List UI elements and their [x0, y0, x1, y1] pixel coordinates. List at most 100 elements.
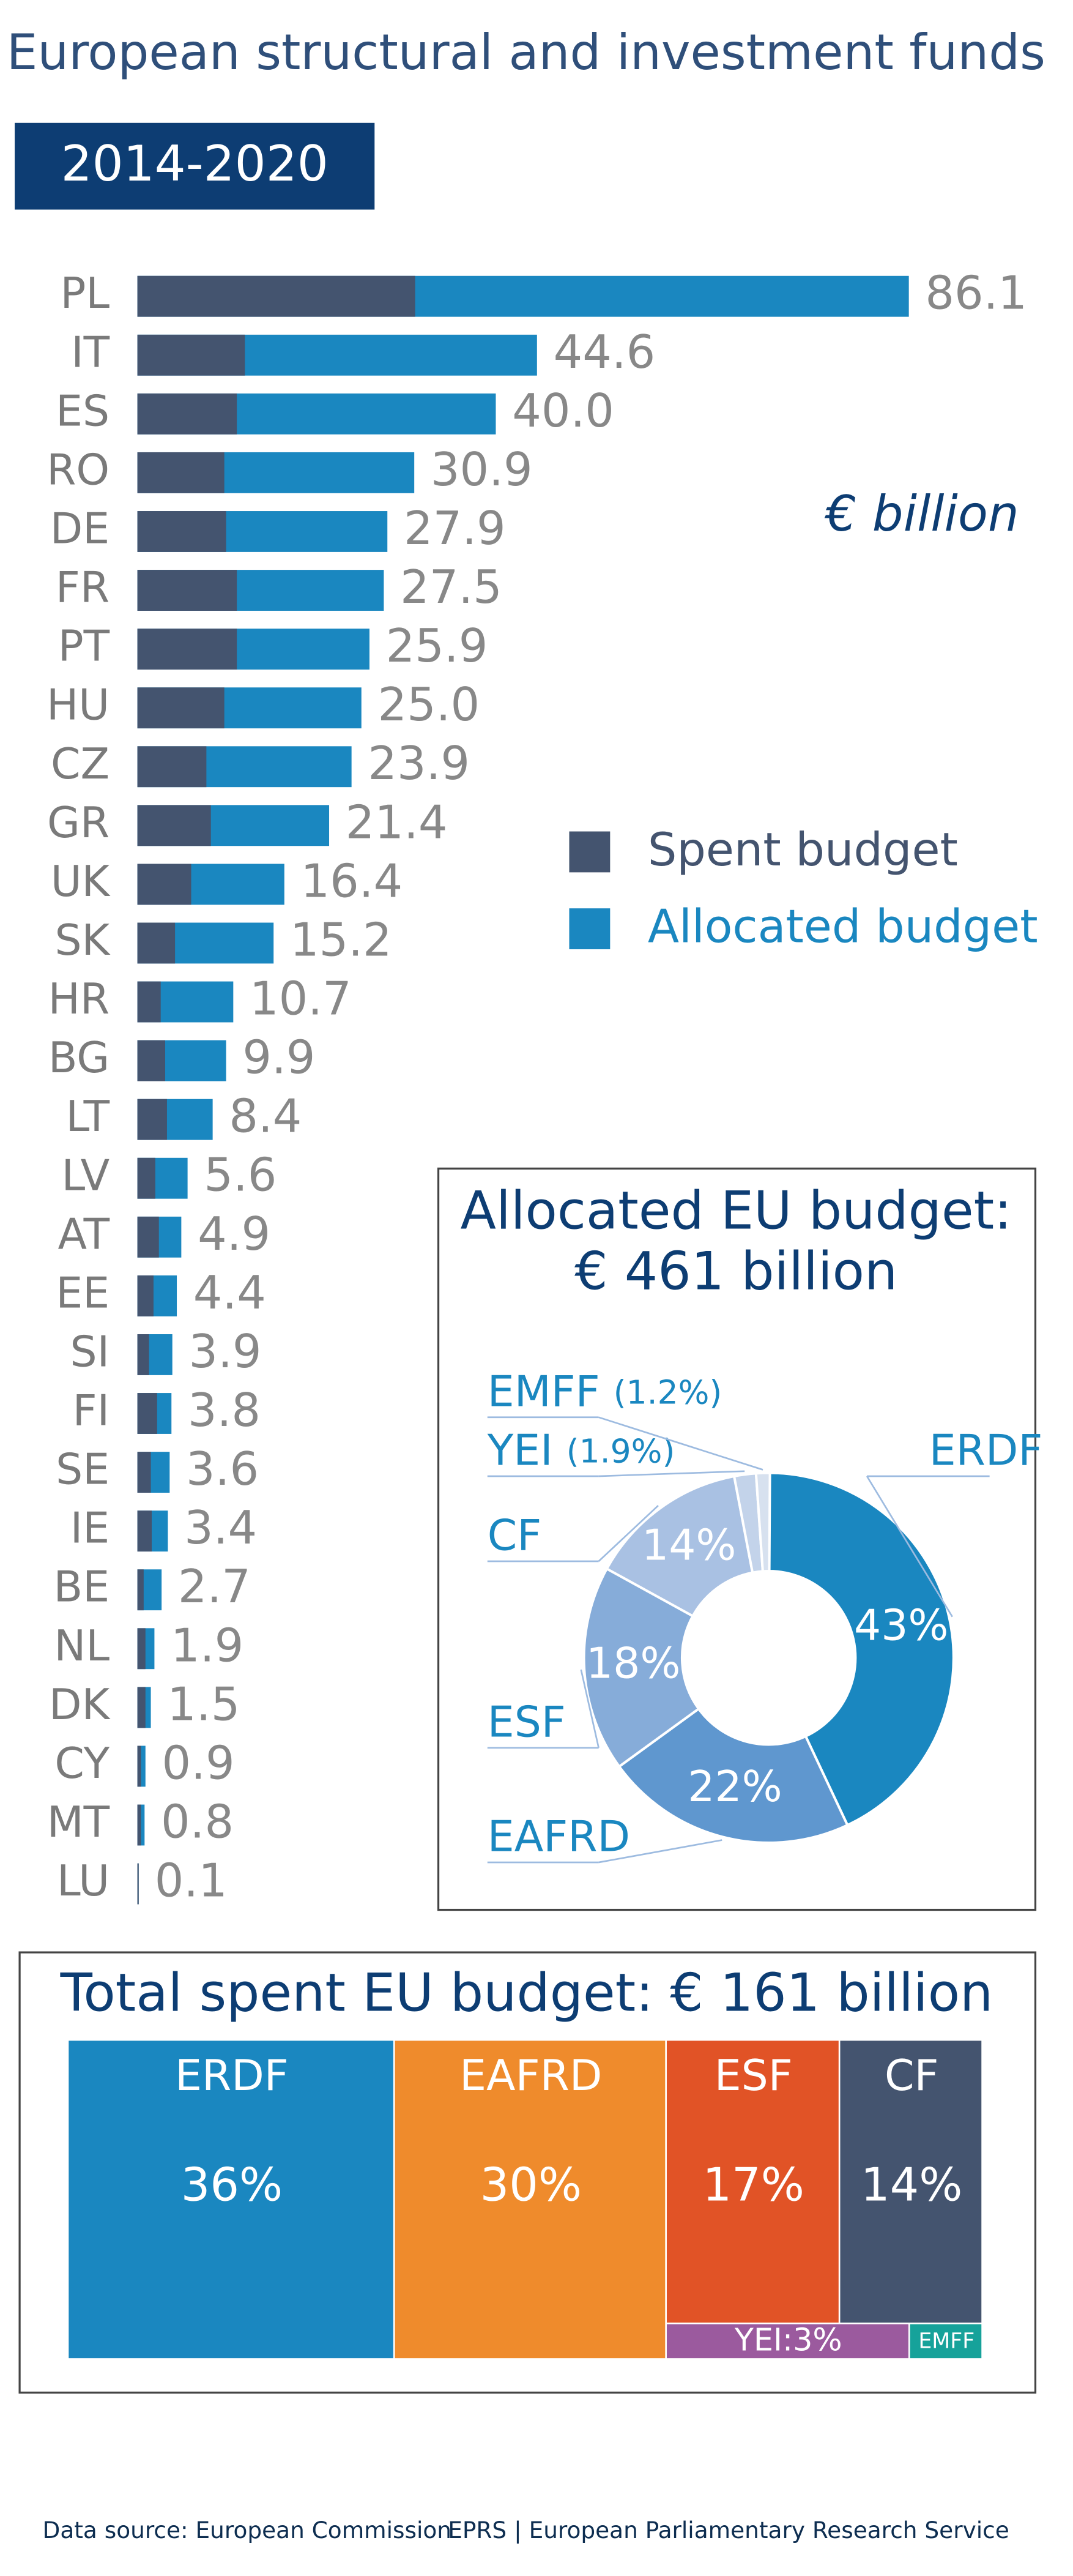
- treemap-cell: [910, 2324, 982, 2359]
- badge-text: 2014-2020: [61, 135, 329, 192]
- y-tick-label: NL: [54, 1621, 110, 1671]
- y-tick-label: SE: [56, 1445, 110, 1495]
- value-label: 3.6: [186, 1443, 259, 1496]
- cell-category: ERDF: [175, 2051, 289, 2100]
- value-label: 5.6: [204, 1149, 277, 1202]
- treemap-cell: [395, 2040, 666, 2359]
- value-label: 1.5: [167, 1678, 240, 1731]
- bar: [137, 746, 207, 788]
- y-tick-label: BE: [54, 1562, 110, 1612]
- bar: [137, 393, 237, 435]
- leader-line: [598, 1470, 745, 1477]
- slice-label: ESF: [488, 1697, 566, 1747]
- value-label: 4.9: [198, 1208, 270, 1261]
- value-label: 10.7: [250, 973, 352, 1026]
- bar: [137, 511, 226, 552]
- slice-label: ERDF: [929, 1426, 1043, 1476]
- cell-category: CF: [885, 2051, 939, 2100]
- y-tick-label: EE: [56, 1268, 110, 1318]
- bar: [137, 1687, 146, 1728]
- slice-value: 22%: [688, 1762, 782, 1812]
- y-tick-label: RO: [46, 445, 110, 495]
- y-tick-label: LT: [66, 1092, 110, 1141]
- treemap-cell: [666, 2040, 839, 2323]
- legend-swatch: [569, 908, 611, 950]
- bar: [137, 864, 191, 905]
- slice-value: (1.9%): [566, 1432, 675, 1470]
- bar: [137, 334, 245, 376]
- bar: [137, 1510, 152, 1552]
- cell-value: 3%: [793, 2322, 842, 2358]
- cell-category: ESF: [715, 2051, 793, 2100]
- y-tick-label: DK: [49, 1680, 111, 1730]
- leader-line: [598, 1416, 763, 1471]
- y-tick-label: SK: [54, 916, 111, 965]
- value-label: 3.4: [184, 1501, 257, 1555]
- value-label: 27.5: [400, 561, 502, 614]
- page-title: European structural and investment funds: [7, 24, 1045, 81]
- cell-category: EAFRD: [459, 2051, 602, 2100]
- y-tick-label: MT: [47, 1798, 110, 1847]
- bar: [137, 1628, 146, 1670]
- value-label: 16.4: [301, 854, 403, 908]
- treemap-cell: [666, 2324, 908, 2359]
- category-label: YEI: [487, 1426, 553, 1476]
- value-label: 1.9: [171, 1619, 243, 1672]
- slice-label: EAFRD: [488, 1812, 630, 1862]
- value-label: 25.0: [377, 678, 480, 731]
- y-tick-label: IE: [70, 1504, 110, 1553]
- cell-category: EMFF: [918, 2329, 975, 2354]
- bar: [137, 1157, 155, 1199]
- slice-value: 43%: [854, 1600, 948, 1650]
- slice-label: EMFF (1.2%): [488, 1367, 722, 1416]
- bar: [137, 452, 225, 493]
- donut-slice: [754, 1471, 771, 1573]
- value-label: 25.9: [386, 619, 488, 673]
- value-label: 23.9: [368, 737, 470, 790]
- treemap-cell: [69, 2040, 393, 2359]
- bar: [137, 1393, 157, 1434]
- slice-value: (1.2%): [614, 1373, 722, 1411]
- legend-label: Spent budget: [648, 823, 958, 876]
- value-label: 9.9: [242, 1031, 315, 1085]
- value-label: 27.9: [404, 502, 506, 555]
- cell-category: YEI: [734, 2322, 782, 2358]
- bar: [137, 1040, 166, 1081]
- y-tick-label: LU: [57, 1856, 110, 1906]
- legend-swatch: [569, 831, 611, 873]
- leader-line: [866, 1476, 953, 1618]
- slice-label: YEI (1.9%): [487, 1426, 675, 1476]
- bar: [137, 1569, 144, 1611]
- cell-label: EMFF: [918, 2329, 975, 2354]
- slice-label: CF: [488, 1511, 542, 1561]
- y-tick-label: LV: [62, 1151, 110, 1200]
- bar: [137, 1099, 167, 1140]
- credit-note: EPRS | European Parliamentary Research S…: [448, 2517, 1009, 2544]
- y-tick-label: FR: [56, 563, 110, 613]
- value-label: 15.2: [290, 913, 392, 966]
- leader-line: [598, 1505, 659, 1562]
- bar: [137, 1334, 149, 1375]
- donut-frame: [437, 1167, 1037, 1911]
- bar: [137, 922, 176, 964]
- donut-title: Allocated EU budget:: [460, 1181, 1012, 1242]
- value-label: 3.8: [188, 1384, 261, 1437]
- legend-label: Allocated budget: [648, 900, 1038, 953]
- leader-line: [598, 1839, 722, 1864]
- value-label: 44.6: [554, 326, 656, 379]
- y-tick-label: ES: [56, 386, 110, 436]
- value-label: 21.4: [346, 796, 448, 849]
- y-tick-label: FI: [73, 1386, 110, 1436]
- cell-value: 30%: [480, 2159, 582, 2212]
- bar: [137, 981, 161, 1023]
- y-tick-label: PL: [61, 269, 110, 318]
- cell-label: YEI:3%: [734, 2322, 842, 2358]
- bar: [137, 570, 237, 611]
- category-label: EAFRD: [488, 1812, 630, 1862]
- y-tick-label: GR: [47, 798, 110, 848]
- bar: [137, 1745, 141, 1787]
- value-label: 8.4: [229, 1090, 302, 1143]
- value-label: 0.9: [162, 1736, 235, 1790]
